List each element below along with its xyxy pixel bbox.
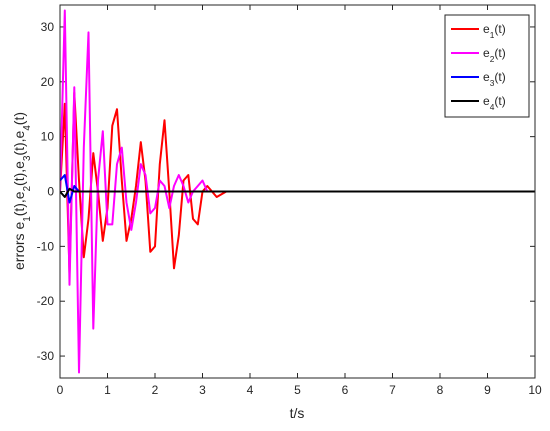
y-tick-label: -30 <box>37 349 55 363</box>
x-tick-label: 3 <box>199 383 206 397</box>
legend-label: e2(t) <box>483 46 506 64</box>
legend-label: e4(t) <box>483 94 506 112</box>
x-tick-label: 9 <box>484 383 491 397</box>
y-tick-label: 0 <box>47 185 54 199</box>
y-tick-label: -20 <box>37 294 55 308</box>
x-tick-label: 10 <box>528 383 542 397</box>
x-tick-label: 1 <box>104 383 111 397</box>
x-tick-label: 5 <box>294 383 301 397</box>
legend-label: e3(t) <box>483 70 506 88</box>
x-tick-label: 0 <box>57 383 64 397</box>
x-tick-label: 7 <box>389 383 396 397</box>
series-line <box>60 187 535 198</box>
x-tick-label: 8 <box>437 383 444 397</box>
x-axis-label: t/s <box>290 405 305 421</box>
x-tick-label: 6 <box>342 383 349 397</box>
axes-box <box>59 4 536 379</box>
y-tick-label: 30 <box>41 20 55 34</box>
y-tick-label: 20 <box>41 75 55 89</box>
y-axis-label: errors e1(t),e2(t),e3(t),e4(t) <box>11 112 33 270</box>
x-tick-label: 4 <box>247 383 254 397</box>
y-tick-label: 10 <box>41 130 55 144</box>
legend-label: e1(t) <box>483 22 506 40</box>
x-tick-label: 2 <box>152 383 159 397</box>
y-tick-label: -10 <box>37 239 55 253</box>
